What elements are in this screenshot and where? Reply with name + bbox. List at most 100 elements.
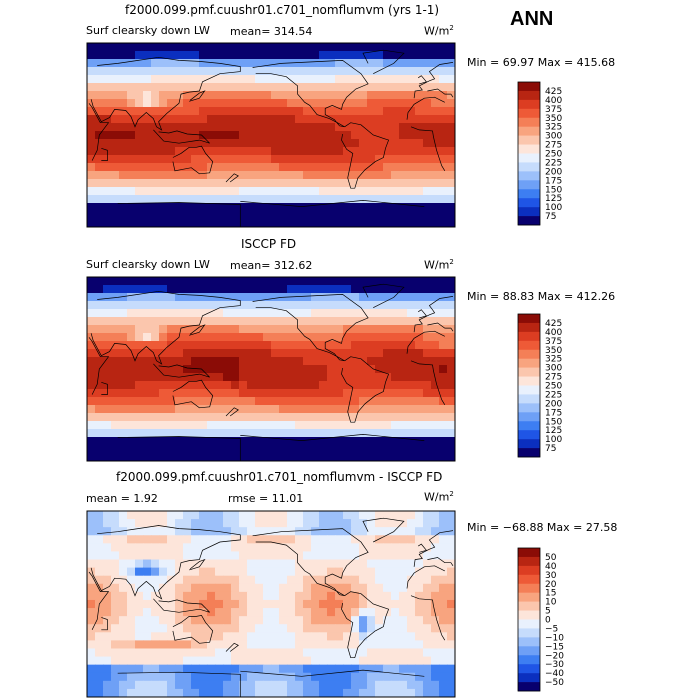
field-cell xyxy=(231,519,240,528)
field-cell xyxy=(103,664,112,674)
field-cell xyxy=(279,389,288,398)
field-cell xyxy=(95,91,104,100)
field-cell xyxy=(239,155,248,164)
field-cell xyxy=(415,171,424,180)
field-cell xyxy=(327,219,336,227)
field-cell xyxy=(367,656,376,666)
field-cell xyxy=(335,67,344,76)
field-cell xyxy=(295,99,304,108)
field-cell xyxy=(215,325,224,334)
field-cell xyxy=(191,357,200,366)
field-cell xyxy=(143,616,152,625)
field-cell xyxy=(391,107,400,116)
field-cell xyxy=(343,67,352,76)
field-cell xyxy=(199,599,208,609)
field-cell xyxy=(399,75,408,84)
colorbar-tick-label: 250 xyxy=(545,382,562,392)
field-cell xyxy=(199,527,208,536)
field-cell xyxy=(159,575,168,585)
field-cell xyxy=(423,680,432,690)
coastline xyxy=(90,290,241,365)
coastline xyxy=(240,434,425,441)
field-cell xyxy=(167,357,176,366)
field-cell xyxy=(367,147,376,156)
field-cell xyxy=(167,115,176,124)
field-cell xyxy=(199,672,208,682)
field-cell xyxy=(103,59,112,68)
field-cell xyxy=(87,567,96,577)
field-cell xyxy=(159,317,168,326)
field-cell xyxy=(263,429,272,438)
field-cell xyxy=(319,373,328,382)
field-cell xyxy=(231,91,240,100)
field-cell xyxy=(87,551,96,561)
field-cell xyxy=(247,51,256,60)
field-cell xyxy=(135,543,144,553)
field-cell xyxy=(143,389,152,398)
field-cell xyxy=(143,195,152,204)
field-cell xyxy=(423,171,432,180)
field-cell xyxy=(431,99,440,108)
field-cell xyxy=(127,567,136,577)
field-cell xyxy=(375,219,384,227)
field-cell xyxy=(199,608,208,617)
field-cell xyxy=(415,155,424,164)
field-cell xyxy=(399,293,408,302)
field-cell xyxy=(231,357,240,366)
field-cell xyxy=(271,640,280,650)
field-cell xyxy=(111,527,120,536)
field-cell xyxy=(231,389,240,398)
field-cell xyxy=(351,277,360,286)
field-cell xyxy=(95,648,104,658)
field-cell xyxy=(231,429,240,438)
field-cell xyxy=(87,195,96,204)
field-cell xyxy=(159,131,168,140)
field-cell xyxy=(351,575,360,585)
field-cell xyxy=(135,171,144,180)
field-cell xyxy=(375,333,384,342)
field-cell xyxy=(447,429,455,438)
field-cell xyxy=(295,413,304,422)
field-cell xyxy=(295,656,304,666)
field-cell xyxy=(311,211,320,220)
field-cell xyxy=(335,163,344,172)
field-cell xyxy=(439,123,448,132)
field-cell xyxy=(351,608,360,617)
field-cell xyxy=(199,131,208,140)
field-cell xyxy=(223,437,232,446)
field-cell xyxy=(119,155,128,164)
field-cell xyxy=(287,575,296,585)
field-cell xyxy=(399,139,408,148)
field-cell xyxy=(319,357,328,366)
field-cell xyxy=(423,147,432,156)
field-cell xyxy=(279,357,288,366)
field-cell xyxy=(335,672,344,682)
field-cell xyxy=(343,75,352,84)
field-cell xyxy=(135,285,144,294)
coastline xyxy=(101,147,108,161)
field-cell xyxy=(359,285,368,294)
field-cell xyxy=(271,421,280,430)
field-cell xyxy=(431,59,440,68)
field-cell xyxy=(303,656,312,666)
field-cell xyxy=(191,437,200,446)
field-cell xyxy=(447,123,455,132)
field-cell xyxy=(151,616,160,625)
field-cell xyxy=(159,277,168,286)
field-cell xyxy=(199,583,208,593)
field-cell xyxy=(383,301,392,310)
field-cell xyxy=(159,672,168,682)
field-cell xyxy=(311,349,320,358)
field-cell xyxy=(95,624,104,633)
field-cell xyxy=(199,171,208,180)
field-cell xyxy=(95,179,104,188)
field-cell xyxy=(191,575,200,585)
field-cell xyxy=(87,325,96,334)
field-cell xyxy=(375,67,384,76)
field-cell xyxy=(151,688,160,697)
field-cell xyxy=(391,527,400,536)
field-cell xyxy=(95,187,104,196)
field-cell xyxy=(143,107,152,116)
field-cell xyxy=(135,511,144,520)
field-cell xyxy=(263,527,272,536)
